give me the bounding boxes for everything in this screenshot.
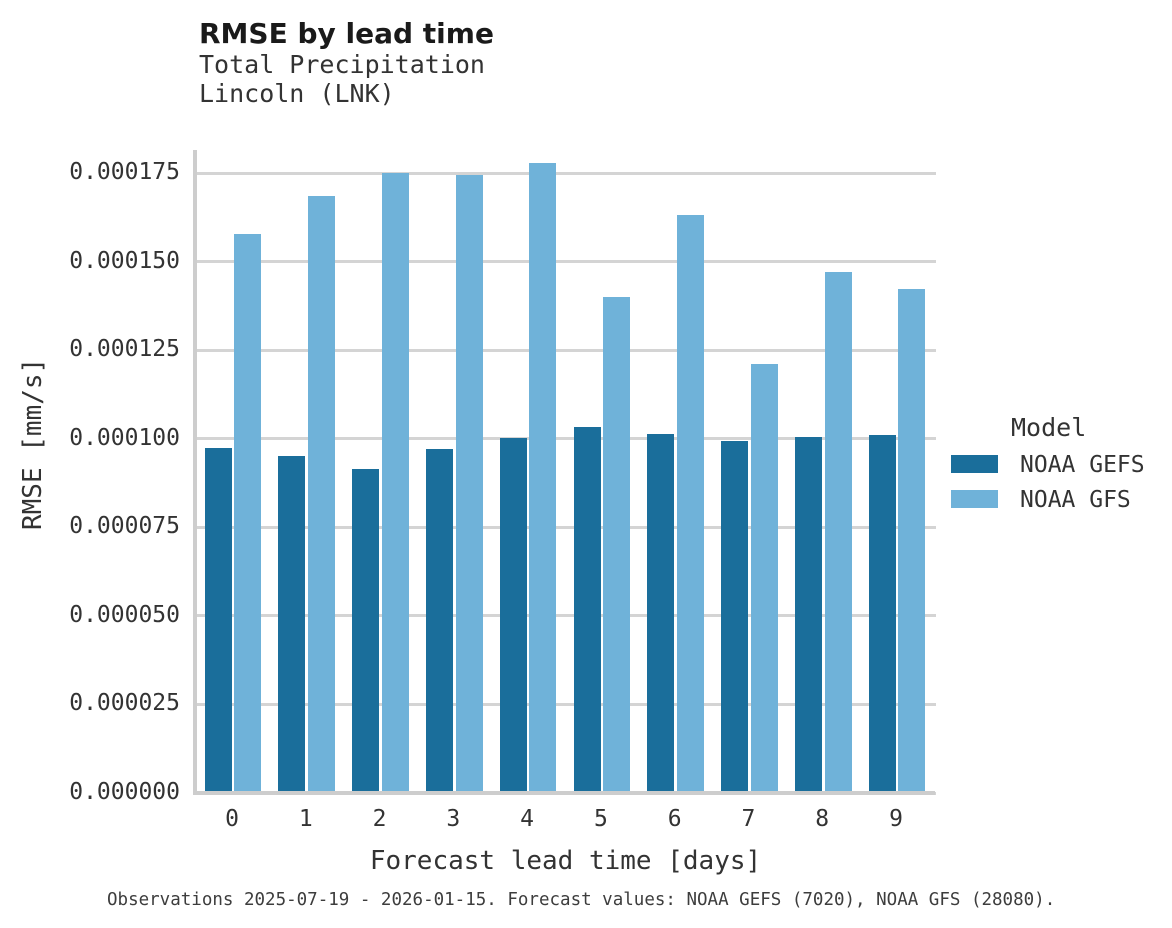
gridline-0.000100 [197, 437, 936, 441]
bar-noaa-gefs-lead-1 [278, 456, 306, 793]
y-tick-label-0.000050: 0.000050 [69, 601, 180, 628]
bar-noaa-gefs-lead-4 [499, 437, 527, 793]
x-tick-label-1: 1 [298, 806, 313, 832]
y-axis-title: RMSE [mm/s] [18, 357, 48, 530]
x-tick-label-7: 7 [741, 806, 756, 832]
bar-noaa-gefs-lead-5 [573, 427, 601, 793]
bar-noaa-gefs-lead-3 [426, 449, 454, 793]
y-tick-label-0.000025: 0.000025 [69, 690, 180, 717]
gridline-0.000075 [197, 525, 936, 529]
bar-noaa-gfs-lead-2 [381, 173, 409, 793]
bar-noaa-gfs-lead-3 [455, 175, 483, 793]
bar-noaa-gfs-lead-1 [308, 196, 336, 793]
gridline-0.000175 [197, 171, 936, 175]
legend-swatch-noaa-gfs [951, 490, 998, 508]
bar-noaa-gefs-lead-8 [794, 436, 822, 793]
legend-label-noaa-gefs: NOAA GEFS [1020, 452, 1145, 478]
chart-subtitle-variable: Total Precipitation [199, 50, 485, 79]
bar-noaa-gefs-lead-2 [352, 469, 380, 793]
bar-noaa-gefs-lead-9 [868, 434, 896, 793]
y-tick-label-0.000150: 0.000150 [69, 247, 180, 274]
bar-noaa-gefs-lead-0 [204, 447, 232, 793]
plot-area: 0.000000 0.000025 0.000050 0.000075 0.000100… [69, 150, 936, 832]
x-tick-label-6: 6 [667, 806, 682, 832]
y-tick-label-0.000100: 0.000100 [69, 424, 180, 451]
chart-subtitle-station: Lincoln (LNK) [199, 79, 395, 108]
bar-noaa-gfs-lead-0 [234, 234, 262, 793]
x-axis-title: Forecast lead time [days] [369, 846, 762, 876]
x-tick-label-2: 2 [372, 806, 387, 832]
x-tick-label-8: 8 [815, 806, 830, 832]
x-axis-line [193, 791, 935, 795]
bar-noaa-gfs-lead-9 [898, 288, 926, 793]
y-axis-line [193, 150, 197, 795]
gridline-0.000150 [197, 260, 936, 264]
x-tick-label-9: 9 [889, 806, 903, 832]
y-tick-label-0.000175: 0.000175 [69, 159, 180, 185]
bar-noaa-gefs-lead-7 [721, 440, 749, 793]
y-tick-label-0.000075: 0.000075 [69, 513, 180, 540]
bar-noaa-gfs-lead-5 [603, 296, 631, 793]
caption: Observations 2025-07-19 - 2026-01-15. Fo… [107, 890, 1056, 910]
x-tick-label-5: 5 [593, 806, 608, 832]
gridline-0.000125 [197, 348, 936, 352]
chart-title: RMSE by lead time [199, 17, 494, 50]
gridline-0.000050 [197, 614, 936, 618]
bar-noaa-gfs-lead-7 [750, 363, 778, 793]
bar-noaa-gfs-lead-8 [824, 272, 852, 793]
x-tick-label-0: 0 [225, 806, 239, 832]
y-tick-label-0.000125: 0.000125 [69, 336, 180, 363]
legend-swatch-noaa-gefs [951, 455, 998, 473]
bar-noaa-gefs-lead-6 [647, 434, 675, 793]
legend-title: Model [1011, 413, 1087, 442]
bar-noaa-gfs-lead-6 [676, 215, 704, 793]
x-tick-label-4: 4 [520, 806, 535, 832]
gridline-0.000025 [197, 702, 936, 706]
bar-noaa-gfs-lead-4 [529, 163, 557, 793]
x-tick-label-3: 3 [446, 806, 461, 832]
y-tick-label-0.000000: 0.000000 [69, 779, 180, 805]
legend-label-noaa-gfs: NOAA GFS [1020, 487, 1131, 513]
